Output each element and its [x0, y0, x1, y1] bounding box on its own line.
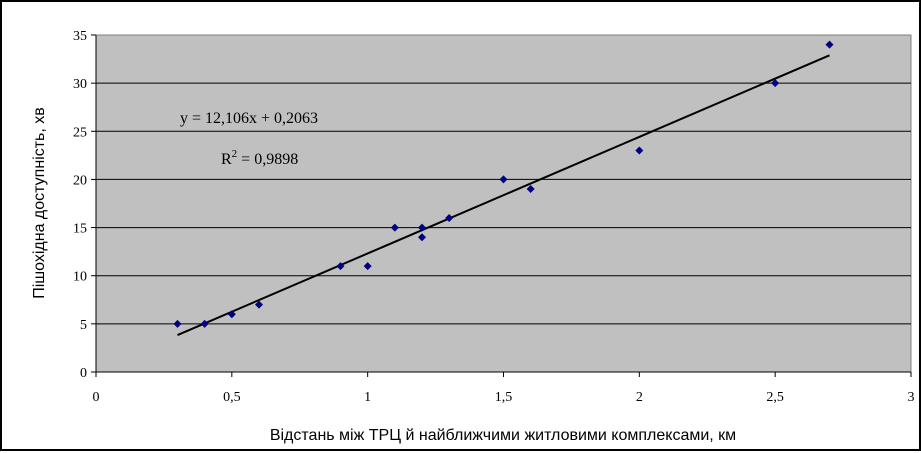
trendline [177, 54, 830, 336]
data-point-9 [445, 213, 454, 222]
r-squared-superscript: 2 [232, 148, 238, 160]
data-point-1 [200, 319, 209, 328]
r-squared-prefix: R [221, 151, 232, 168]
y-tick-label-4: 20 [73, 173, 87, 188]
y-tick-label-6: 30 [73, 77, 87, 92]
data-point-8 [418, 233, 426, 242]
x-tick-label-3: 1,5 [495, 390, 513, 405]
x-tick-label-1: 0,5 [223, 390, 241, 405]
trendline-layer [177, 54, 830, 336]
data-point-4 [336, 262, 345, 271]
data-point-5 [363, 262, 372, 271]
x-tick-label-5: 2,5 [766, 390, 784, 405]
data-point-10 [499, 175, 508, 184]
data-point-12 [635, 146, 644, 155]
y-tick-label-7: 35 [73, 29, 87, 44]
y-axis-title: Пішохідна доступність, хв [31, 107, 48, 299]
x-tick-label-4: 2 [636, 390, 643, 405]
data-point-0 [173, 319, 182, 328]
tick-labels: 0 5 10 15 20 25 30 35 0 0,5 1 1,5 2 2,5 3 [73, 29, 915, 405]
x-tick-label-2: 1 [364, 390, 371, 405]
r-squared-label: R2 = 0,9898 [221, 148, 298, 168]
y-tick-label-3: 15 [73, 222, 87, 237]
y-tick-label-0: 0 [80, 366, 87, 381]
y-tick-label-2: 10 [73, 270, 87, 285]
r-squared-value: = 0,9898 [237, 151, 298, 168]
plot-area [95, 34, 912, 373]
data-point-2 [227, 310, 236, 319]
axes [91, 34, 912, 377]
data-point-14 [825, 40, 834, 49]
x-tick-label-0: 0 [93, 390, 100, 405]
data-point-13 [771, 79, 780, 88]
grid-lines [96, 82, 911, 325]
trendline-equation: y = 12,106x + 0,2063 [180, 110, 318, 127]
x-axis-title: Відстань між ТРЦ й найближчими житловими… [270, 427, 736, 444]
y-tick-label-1: 5 [80, 318, 87, 333]
data-point-6 [390, 223, 399, 232]
data-points [173, 40, 834, 328]
data-point-3 [255, 300, 263, 309]
data-point-11 [526, 185, 535, 194]
y-tick-label-5: 25 [73, 125, 87, 140]
data-point-7 [418, 223, 426, 232]
x-tick-label-6: 3 [908, 390, 915, 405]
